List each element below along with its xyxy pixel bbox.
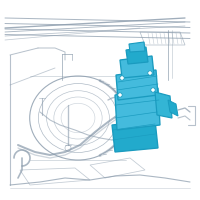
Circle shape (148, 71, 152, 75)
Polygon shape (115, 88, 160, 130)
Polygon shape (112, 120, 158, 152)
Circle shape (151, 88, 155, 92)
Polygon shape (126, 47, 148, 64)
Polygon shape (168, 100, 178, 116)
Circle shape (120, 76, 124, 80)
Polygon shape (120, 56, 154, 78)
Circle shape (118, 93, 122, 97)
Polygon shape (116, 70, 158, 100)
Polygon shape (129, 42, 145, 52)
Polygon shape (155, 92, 172, 118)
